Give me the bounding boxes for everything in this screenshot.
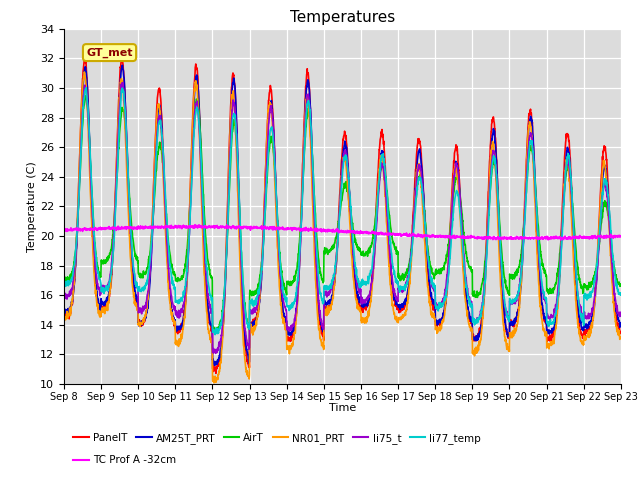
X-axis label: Time: Time [329,403,356,413]
Y-axis label: Temperature (C): Temperature (C) [28,161,37,252]
Title: Temperatures: Temperatures [290,10,395,25]
Legend: TC Prof A -32cm: TC Prof A -32cm [69,451,180,469]
Text: GT_met: GT_met [86,48,132,58]
